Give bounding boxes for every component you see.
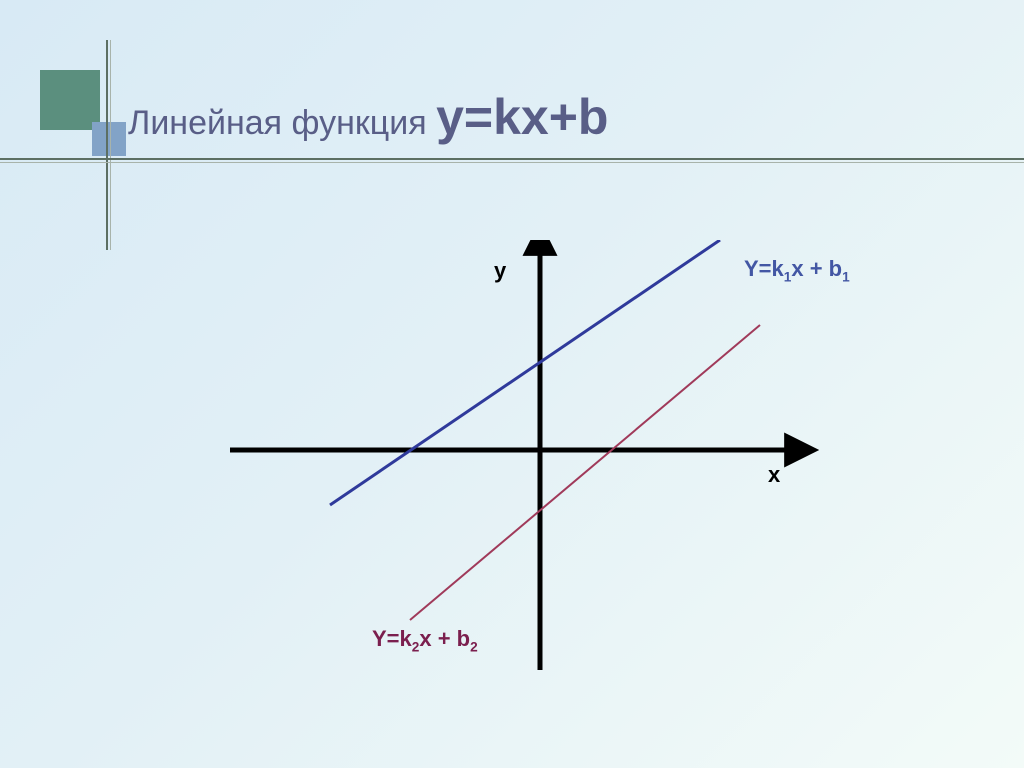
y-axis-label: y: [494, 258, 506, 284]
function-line-1: [330, 240, 720, 505]
slide: Линейная функция y=kx+b y x Y=k1x + b1 Y…: [0, 0, 1024, 768]
line1-label: Y=k1x + b1: [744, 256, 850, 282]
slide-title: Линейная функция y=kx+b: [128, 88, 608, 146]
title-formula: y=kx+b: [436, 89, 608, 145]
linear-function-chart: [200, 240, 820, 700]
decor-square-small: [92, 122, 126, 156]
decor-horizontal-rule: [0, 158, 1024, 160]
function-line-2: [410, 325, 760, 620]
decor-vertical-rule: [106, 40, 108, 250]
decor-horizontal-rule-shadow: [0, 162, 1024, 163]
line2-label: Y=k2x + b2: [372, 626, 478, 652]
decor-square-big: [40, 70, 100, 130]
x-axis-label: x: [768, 462, 780, 488]
title-prefix: Линейная функция: [128, 104, 436, 142]
decor-vertical-rule-shadow: [110, 40, 111, 250]
